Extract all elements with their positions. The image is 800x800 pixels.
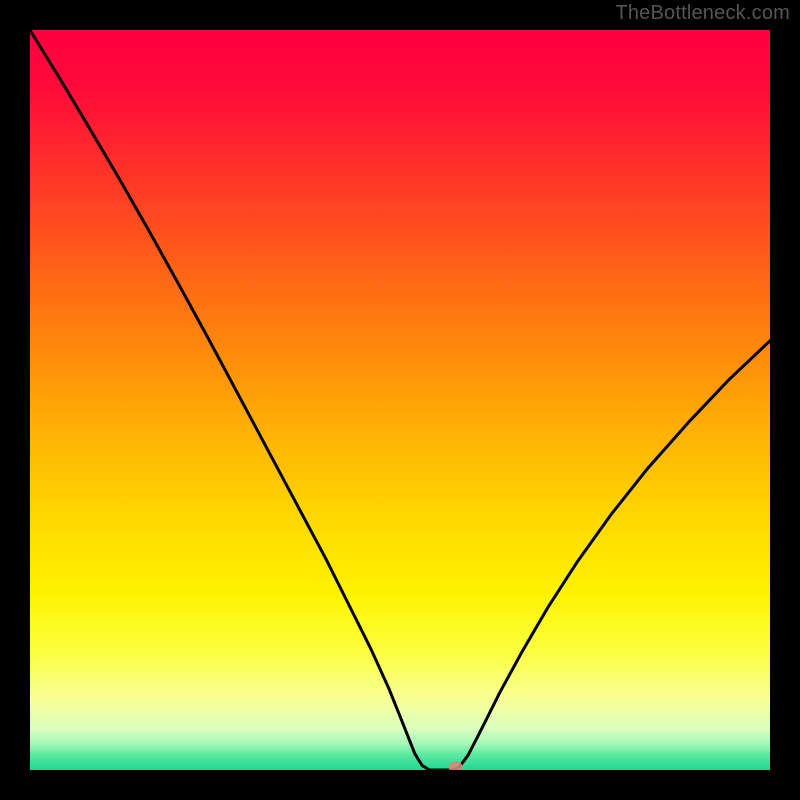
chart-svg — [30, 30, 770, 770]
chart-area — [30, 30, 770, 770]
chart-background — [30, 30, 770, 770]
watermark-label: TheBottleneck.com — [615, 2, 790, 25]
